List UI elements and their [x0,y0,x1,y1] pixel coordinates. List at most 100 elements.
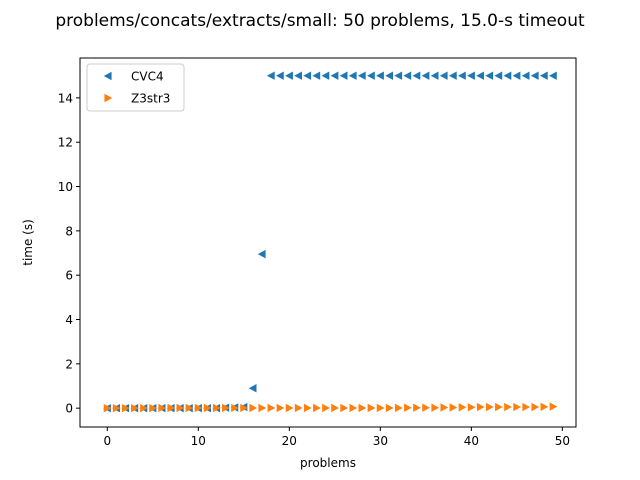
cvc4-point [330,71,339,80]
z3str3-point [522,402,531,412]
legend-label: CVC4 [131,70,164,84]
x-axis-ticks: 0 10 20 30 40 50 [103,427,570,448]
cvc4-point [376,71,384,80]
z3str3-point [276,403,285,413]
z3str3-point [313,403,321,413]
plot-marks [103,71,558,413]
plot-frame [79,57,577,428]
cvc4-point [367,71,375,80]
legend: CVC4 Z3str3 [86,63,185,112]
cvc4-point [494,71,503,80]
x-tick-label: 40 [464,434,479,448]
z3str3-point [176,403,185,413]
z3str3-point [140,403,148,413]
z3str3-point [431,403,440,412]
cvc4-point [512,71,521,80]
z3str3-point [267,403,276,413]
z3str3-point [203,403,212,413]
x-tick-label: 10 [191,434,206,448]
cvc4-point [357,71,366,80]
z3str3-point [476,402,485,412]
cvc4-point [339,71,348,80]
y-tick-label: 14 [58,91,73,105]
cvc4-point [430,71,439,80]
z3str3-point [422,403,431,412]
cvc4-point [394,71,403,80]
z3str3-point [404,403,412,412]
z3str3-point [322,403,330,413]
cvc4-point [303,71,312,80]
z3str3-point [449,403,458,412]
z3str3-point [531,402,540,412]
y-axis-ticks: 0 2 4 6 8 10 12 14 [58,91,80,416]
z3str3-point [340,403,349,413]
cvc4-point [285,71,293,80]
z3str3-point [504,402,512,412]
z3str3-point [294,403,303,413]
z3str3-point [513,402,522,412]
z3str3-point [121,403,130,413]
y-tick-label: 2 [65,357,73,371]
z3str3-point [222,403,230,413]
y-tick-label: 4 [65,313,73,327]
cvc4-point [549,71,557,80]
cvc4-point [248,384,257,393]
cvc4-point [503,71,512,80]
y-tick-label: 6 [65,269,73,283]
cvc4-point [530,71,539,80]
cvc4-point [276,71,284,80]
z3str3-point [358,403,367,413]
x-tick-label: 30 [373,434,388,448]
cvc4-point [294,71,302,80]
z3str3-point [194,403,203,413]
z3str3-point [258,403,267,413]
z3str3-point [385,403,394,413]
z3str3-point [440,403,449,412]
y-tick-label: 0 [65,402,73,416]
cvc4-point [476,71,485,80]
z3str3-point [458,403,467,412]
cvc4-point [348,71,357,80]
cvc4-point [403,71,412,80]
z3str3-point [394,403,403,413]
cvc4-point [485,71,494,80]
z3str3-point [495,402,503,412]
legend-label: Z3str3 [131,92,170,106]
y-tick-label: 12 [58,136,73,150]
cvc4-point [521,71,530,80]
z3str3-point [303,403,312,413]
z3str3-point [485,402,494,412]
z3str3-point [158,403,167,413]
cvc4-point [539,71,548,80]
z3str3-point [231,403,239,413]
cvc4-point [448,71,457,80]
legend-marker [103,71,112,81]
z3str3-point [285,403,294,413]
z3str3-point [549,402,558,411]
cvc4-point [467,71,475,80]
z3str3-point [167,403,176,413]
z3str3-point [112,403,121,413]
z3str3-point [331,403,340,413]
cvc4-point [421,71,430,80]
z3str3-point [467,403,476,412]
y-tick-label: 8 [65,224,73,238]
cvc4-point [321,71,330,80]
x-tick-label: 20 [282,434,297,448]
z3str3-point [240,403,249,413]
z3str3-point [367,403,376,413]
y-axis-label: time (s) [21,219,35,266]
cvc4-point [412,71,421,80]
y-tick-label: 10 [58,180,73,194]
z3str3-point [376,403,385,413]
z3str3-point [185,403,194,413]
z3str3-point [131,403,139,413]
cvc4-point [257,249,266,259]
z3str3-point [540,402,549,412]
cvc4-point [458,71,466,80]
z3str3-point [149,403,158,413]
cvc4-point [385,71,394,80]
x-tick-label: 50 [555,434,570,448]
cvc4-point [312,71,321,80]
